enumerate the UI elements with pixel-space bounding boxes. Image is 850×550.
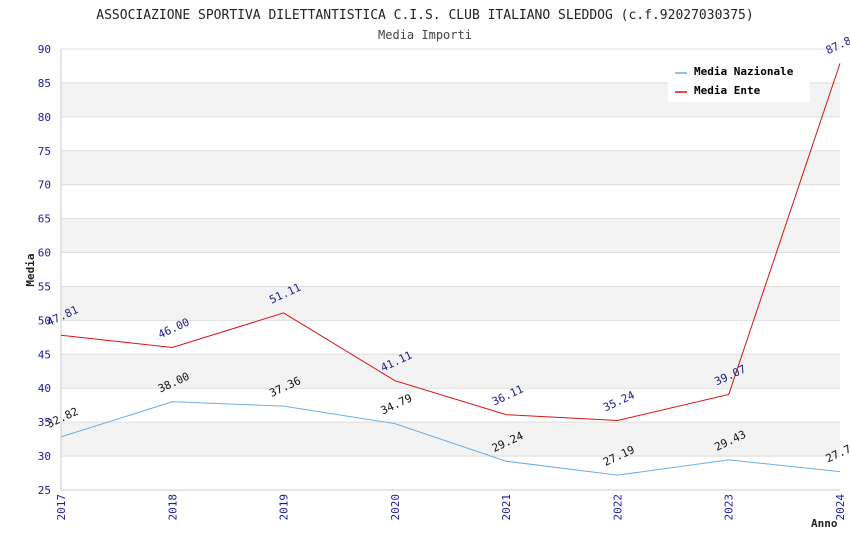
x-tick-labels: 2017 2018 2019 2020 2021 2022 2023 2024 bbox=[55, 494, 847, 521]
chart-subtitle: Media Importi bbox=[378, 28, 472, 42]
legend: Media Nazionale Media Ente bbox=[668, 62, 810, 102]
data-label: 87.88 bbox=[824, 31, 850, 57]
y-tick-label: 40 bbox=[38, 382, 51, 395]
x-axis-label: Anno bbox=[811, 517, 838, 530]
plot-band bbox=[61, 150, 840, 185]
axes bbox=[60, 49, 840, 491]
series-line-media-nazionale bbox=[60, 401, 841, 476]
chart-title: ASSOCIAZIONE SPORTIVA DILETTANTISTICA C.… bbox=[96, 8, 753, 23]
y-tick-label: 75 bbox=[38, 145, 51, 158]
y-axis-label: Media bbox=[24, 253, 37, 286]
x-tick-label: 2020 bbox=[389, 494, 402, 521]
data-label: 35.24 bbox=[601, 388, 637, 414]
y-tick-labels: 25 30 35 40 45 50 55 60 65 70 75 80 85 90 bbox=[38, 43, 51, 497]
plot-band bbox=[61, 286, 840, 321]
y-tick-label: 60 bbox=[38, 247, 51, 260]
x-tick-label: 2018 bbox=[166, 494, 179, 521]
y-tick-label: 85 bbox=[38, 77, 51, 90]
x-tick-label: 2022 bbox=[611, 494, 624, 521]
y-tick-label: 80 bbox=[38, 111, 51, 124]
y-tick-label: 70 bbox=[38, 179, 51, 192]
plot-band bbox=[61, 218, 840, 253]
plot-band bbox=[61, 422, 840, 457]
y-tick-label: 55 bbox=[38, 280, 51, 293]
series-line-media-ente bbox=[60, 63, 841, 422]
y-tick-label: 50 bbox=[38, 314, 51, 327]
y-tick-label: 25 bbox=[38, 484, 51, 497]
plot-band bbox=[61, 354, 840, 389]
series-lines bbox=[60, 63, 841, 476]
legend-label-media-nazionale: Media Nazionale bbox=[694, 65, 794, 78]
y-tick-label: 65 bbox=[38, 213, 51, 226]
x-tick-label: 2024 bbox=[834, 494, 847, 521]
x-tick-label: 2017 bbox=[55, 494, 68, 521]
x-tick-label: 2023 bbox=[723, 494, 736, 521]
plot-bands bbox=[61, 82, 840, 457]
x-tick-label: 2019 bbox=[278, 494, 291, 521]
legend-label-media-ente: Media Ente bbox=[694, 84, 761, 97]
y-tick-label: 35 bbox=[38, 416, 51, 429]
x-tick-label: 2021 bbox=[500, 494, 513, 521]
legend-box bbox=[668, 62, 810, 102]
y-tick-label: 90 bbox=[38, 43, 51, 56]
y-tick-label: 45 bbox=[38, 348, 51, 361]
y-tick-label: 30 bbox=[38, 450, 51, 463]
data-label: 34.79 bbox=[379, 392, 415, 418]
